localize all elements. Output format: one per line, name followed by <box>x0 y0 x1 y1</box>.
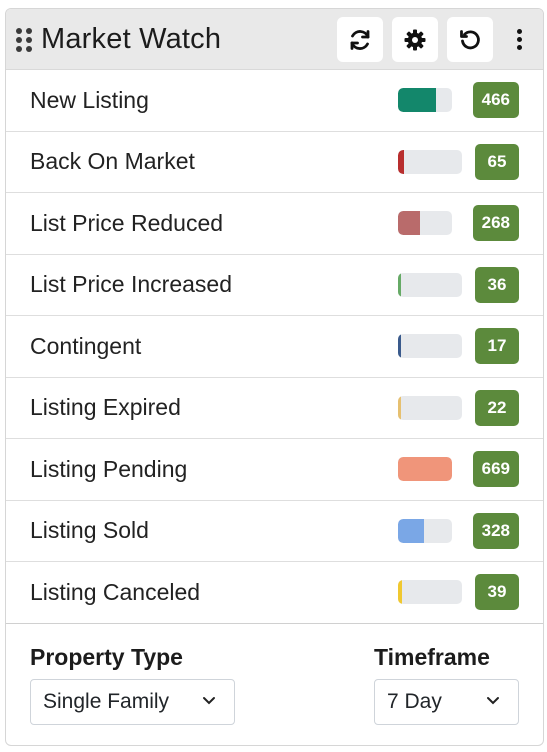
progress-bar <box>398 395 462 420</box>
progress-bar-fill <box>398 334 401 359</box>
list-item[interactable]: Listing Sold 328 <box>6 501 543 562</box>
progress-bar-fill <box>398 211 420 236</box>
list-item-label: Back On Market <box>30 148 195 175</box>
chevron-down-icon <box>487 697 499 705</box>
list-item-label: New Listing <box>30 86 149 113</box>
market-watch-widget: Market Watch <box>5 8 544 746</box>
progress-bar <box>398 457 452 482</box>
chevron-down-icon <box>203 697 215 705</box>
list-item[interactable]: Contingent 17 <box>6 316 543 378</box>
count-badge: 466 <box>472 82 519 119</box>
list-item[interactable]: List Price Increased 36 <box>6 255 543 316</box>
list-item[interactable]: New Listing 466 <box>6 70 543 132</box>
filter-footer: Property Type Single Family Timeframe 7 … <box>6 623 543 745</box>
drag-handle-icon[interactable] <box>16 28 34 52</box>
list-item-label: List Price Increased <box>30 271 232 298</box>
count-badge: 39 <box>475 574 519 611</box>
list-item[interactable]: Listing Canceled 39 <box>6 562 543 624</box>
list-item-label: Contingent <box>30 332 142 359</box>
progress-bar <box>398 272 462 297</box>
progress-bar <box>398 149 462 174</box>
count-badge: 65 <box>475 143 519 180</box>
list-item-label: Listing Expired <box>30 394 181 421</box>
list-item-label: List Price Reduced <box>30 209 224 236</box>
list-item-label: Listing Sold <box>30 517 149 544</box>
progress-bar-fill <box>398 88 436 113</box>
list-item-label: Listing Canceled <box>30 578 201 605</box>
progress-bar <box>398 580 462 605</box>
timeframe-value: 7 Day <box>387 690 442 713</box>
progress-bar <box>398 334 462 359</box>
list-item[interactable]: Listing Pending 669 <box>6 439 543 501</box>
property-type-value: Single Family <box>43 690 170 713</box>
progress-bar-fill <box>398 272 402 297</box>
count-badge: 328 <box>472 512 519 549</box>
count-badge: 669 <box>472 451 519 488</box>
status-list: New Listing 466 Back On Market 65 List Price… <box>6 70 543 624</box>
count-badge: 22 <box>475 389 519 426</box>
property-type-label: Property Type <box>30 644 183 670</box>
refresh-button[interactable] <box>337 17 383 62</box>
undo-icon <box>460 29 480 49</box>
progress-bar-fill <box>398 518 425 543</box>
list-item[interactable]: Back On Market 65 <box>6 132 543 193</box>
progress-bar-fill <box>398 395 401 420</box>
widget-header: Market Watch <box>6 9 543 70</box>
gear-icon <box>404 29 426 50</box>
progress-bar-fill <box>398 149 405 174</box>
widget-title: Market Watch <box>41 22 222 55</box>
property-type-select[interactable]: Single Family <box>30 679 235 725</box>
list-item-label: Listing Pending <box>30 455 188 482</box>
list-item[interactable]: Listing Expired 22 <box>6 378 543 439</box>
count-badge: 268 <box>472 205 519 242</box>
list-item[interactable]: List Price Reduced 268 <box>6 193 543 255</box>
refresh-icon <box>350 29 370 50</box>
count-badge: 36 <box>475 266 519 303</box>
kebab-menu-icon[interactable] <box>506 17 532 62</box>
progress-bar <box>398 211 452 236</box>
count-badge: 17 <box>475 328 519 365</box>
reset-button[interactable] <box>447 17 493 62</box>
progress-bar <box>398 88 452 113</box>
progress-bar-fill <box>398 580 402 605</box>
timeframe-label: Timeframe <box>374 644 490 670</box>
progress-bar-fill <box>398 457 452 482</box>
progress-bar <box>398 518 452 543</box>
timeframe-select[interactable]: 7 Day <box>374 679 519 725</box>
settings-button[interactable] <box>392 17 438 62</box>
